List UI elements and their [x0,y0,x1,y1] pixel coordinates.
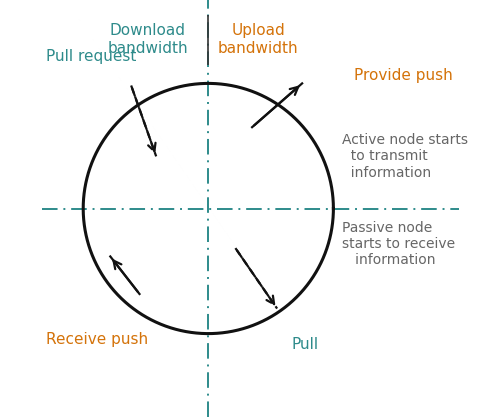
Text: Pull request: Pull request [46,49,136,64]
Text: Provide push: Provide push [354,68,453,83]
Text: Upload
bandwidth: Upload bandwidth [218,23,298,56]
Text: Pull: Pull [292,337,319,352]
Text: Download
bandwidth: Download bandwidth [108,23,188,56]
Text: Receive push: Receive push [46,332,148,347]
Text: Passive node
starts to receive
   information: Passive node starts to receive informati… [342,221,455,267]
Text: Active node starts
  to transmit
  information: Active node starts to transmit informati… [342,133,468,180]
